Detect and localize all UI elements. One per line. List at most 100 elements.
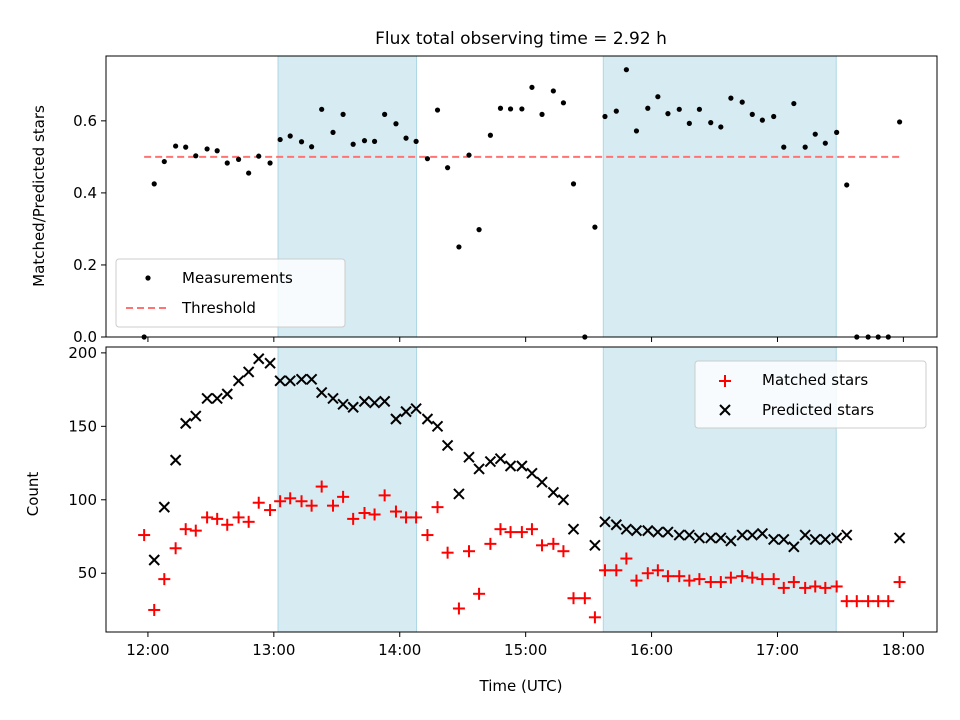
measurement-point: [434, 107, 441, 113]
measurement-point: [623, 67, 629, 73]
predicted-star-point: [264, 357, 276, 369]
matched-star-point: [610, 564, 623, 577]
legend-frame: [115, 258, 346, 328]
predicted-star-point: [305, 373, 318, 386]
measurement-point: [613, 108, 619, 114]
matched-star-point: [305, 499, 318, 512]
y-tick-label: 0.2: [73, 256, 97, 274]
legend-predicted-marker: [719, 404, 731, 416]
matched-star-point: [242, 515, 255, 528]
predicted-star-point: [830, 532, 843, 544]
predicted-star-point: [201, 392, 213, 405]
predicted-star-point: [620, 523, 633, 535]
predicted-star-point: [662, 526, 674, 538]
predicted-star-point: [211, 392, 223, 405]
matched-star-point: [473, 587, 486, 600]
matched-star-point: [557, 545, 570, 558]
measurement-point: [759, 117, 765, 123]
matched-star-point: [441, 546, 454, 559]
measurement-point: [183, 144, 189, 150]
matched-star-point: [840, 595, 853, 608]
matched-star-point: [714, 576, 727, 589]
legend-predicted-label: Predicted stars: [762, 401, 874, 419]
predicted-star-point: [673, 529, 685, 541]
matched-star-point: [179, 523, 192, 536]
measurement-point: [781, 144, 787, 150]
measurement-point: [696, 106, 703, 112]
predicted-star-point: [567, 523, 580, 535]
measurement-point: [319, 106, 325, 112]
predicted-star-point: [715, 532, 727, 544]
matched-star-point: [547, 537, 560, 550]
measurement-point: [560, 100, 567, 106]
measurement-point: [235, 156, 242, 162]
predicted-star-point: [148, 554, 160, 566]
measurement-point: [403, 135, 409, 141]
predicted-star-point: [630, 524, 643, 537]
measurement-point: [728, 95, 734, 101]
legend-measurements-label: Measurements: [182, 269, 293, 287]
matched-star-point: [358, 507, 371, 520]
matched-star-point: [787, 576, 800, 589]
predicted-star-point: [504, 460, 517, 472]
measurement-point: [834, 129, 840, 135]
predicted-star-point: [400, 405, 412, 418]
matched-star-point: [862, 595, 875, 608]
bottom-panel-counts: 50 100 150 200 12:00 13:00 14:00 15:00 16:00 17:0…: [24, 344, 938, 695]
predicted-star-point: [652, 526, 664, 538]
matched-star-point: [368, 508, 381, 521]
measurement-point: [570, 181, 577, 187]
measurement-point: [507, 106, 514, 112]
x-axis-label: Time (UTC): [479, 677, 563, 695]
measurement-point: [822, 140, 828, 146]
predicted-star-point: [756, 527, 769, 540]
matched-star-point: [756, 573, 769, 586]
matched-star-point: [661, 570, 674, 583]
predicted-star-point: [599, 516, 611, 528]
matched-star-point: [525, 523, 538, 536]
predicted-star-point: [693, 532, 706, 544]
measurement-point: [592, 224, 598, 230]
measurement-point: [224, 160, 230, 166]
predicted-star-point: [642, 524, 654, 537]
matched-star-point: [221, 518, 234, 531]
measurement-point: [466, 152, 472, 158]
measurement-point: [350, 141, 356, 147]
matched-star-point: [211, 512, 224, 525]
y-tick-label: 0.0: [73, 328, 97, 346]
measurement-point: [256, 153, 262, 159]
matched-star-point: [882, 595, 895, 608]
predicted-star-point: [284, 375, 296, 387]
measurement-point: [897, 119, 903, 125]
predicted-star-point: [746, 529, 758, 541]
predicted-star-point: [358, 395, 371, 408]
matched-star-point: [452, 602, 465, 615]
measurement-point: [193, 153, 199, 159]
predicted-star-point: [484, 455, 497, 468]
matched-star-point: [704, 576, 717, 589]
measurement-point: [645, 105, 651, 111]
matched-star-point: [158, 573, 171, 586]
predicted-star-point: [347, 401, 359, 413]
measurement-point: [802, 144, 808, 150]
predicted-star-point: [232, 375, 245, 387]
predicted-star-point: [368, 397, 381, 409]
measurement-point: [476, 227, 482, 233]
y-tick-label: 0.4: [73, 184, 97, 202]
measurement-point: [519, 106, 525, 112]
predicted-star-point: [242, 366, 255, 378]
predicted-star-point: [169, 454, 182, 466]
matched-star-point: [494, 523, 507, 536]
matched-star-point: [315, 480, 328, 493]
predicted-star-point: [463, 451, 475, 463]
predicted-star-point: [473, 463, 485, 475]
measurement-point: [550, 88, 556, 94]
matched-star-point: [337, 490, 350, 503]
matched-star-point: [724, 571, 737, 584]
measurement-point: [812, 131, 818, 137]
legend-frame: [694, 360, 927, 429]
matched-star-point: [777, 581, 790, 594]
measurement-point: [214, 148, 220, 154]
predicted-star-point: [179, 417, 192, 430]
y-tick-label: 0.6: [73, 112, 97, 130]
